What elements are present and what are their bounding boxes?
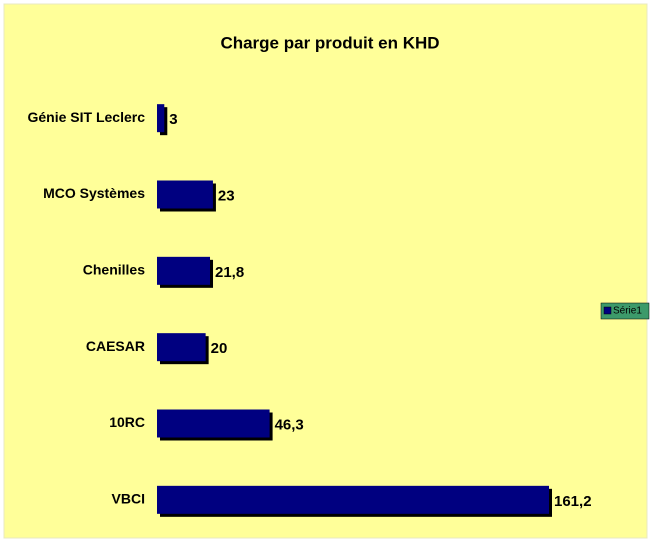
bar <box>157 180 213 209</box>
bar <box>157 409 270 438</box>
y-tick-label: MCO Systèmes <box>43 185 145 201</box>
bar <box>157 256 211 285</box>
y-tick-label: CAESAR <box>86 338 145 354</box>
y-tick-label: 10RC <box>109 414 145 430</box>
data-label: 46,3 <box>275 416 304 433</box>
data-label: 20 <box>211 340 228 357</box>
data-label: 3 <box>169 111 177 128</box>
data-label: 161,2 <box>554 493 592 510</box>
chart-title: Charge par produit en KHD <box>220 33 439 52</box>
legend-label: Série1 <box>613 306 642 317</box>
bar <box>157 104 165 133</box>
chart-background <box>3 3 648 539</box>
legend-swatch <box>603 306 612 315</box>
legend-box <box>600 302 650 320</box>
y-tick-label: VBCI <box>112 491 145 507</box>
data-label: 21,8 <box>215 264 244 281</box>
bar <box>157 485 549 514</box>
y-tick-label: Chenilles <box>83 262 145 278</box>
data-label: 23 <box>218 187 235 204</box>
y-tick-label: Génie SIT Leclerc <box>28 109 146 125</box>
bar <box>157 333 206 362</box>
